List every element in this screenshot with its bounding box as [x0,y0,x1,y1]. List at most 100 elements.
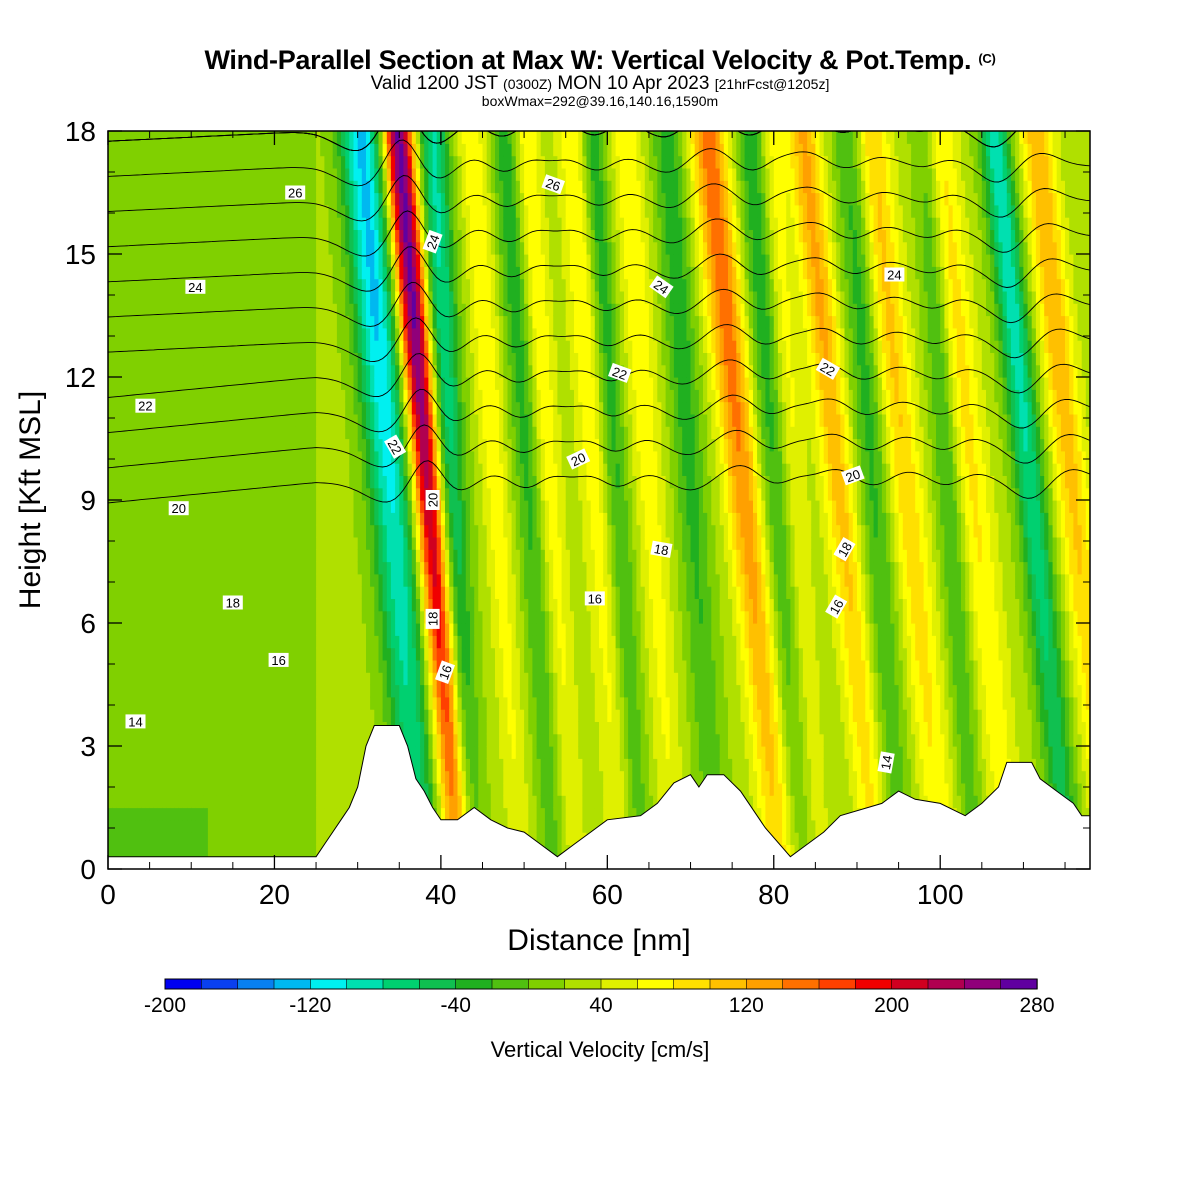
velocity-cell [262,684,267,698]
velocity-cell [108,180,113,194]
velocity-cell [174,327,180,341]
velocity-cell [241,450,246,464]
velocity-cell [332,303,338,317]
velocity-cell [399,610,405,624]
velocity-cell [266,770,271,784]
velocity-cell [178,413,184,427]
velocity-cell [440,192,446,206]
velocity-cell [128,475,134,489]
velocity-cell [187,635,192,649]
velocity-cell [407,487,413,501]
velocity-cell [320,413,325,427]
velocity-cell [199,180,205,194]
velocity-cell [178,647,184,661]
velocity-cell [228,709,234,722]
velocity-cell [137,192,142,206]
velocity-cell [133,352,138,366]
velocity-cell [133,819,138,833]
velocity-cell [262,536,267,550]
velocity-cell [366,217,371,230]
velocity-cell [133,438,138,452]
velocity-cell [311,561,317,575]
velocity-cell [311,524,317,538]
velocity-cell [291,303,296,317]
velocity-cell [257,844,263,858]
velocity-cell [445,696,450,710]
velocity-cell [420,746,425,759]
velocity-cell [411,192,417,206]
velocity-cell [332,684,338,698]
velocity-cell [266,586,271,599]
velocity-cell [311,450,317,464]
velocity-cell [153,438,159,452]
velocity-cell [395,266,400,280]
velocity-cell [262,167,267,181]
velocity-cell [257,340,263,353]
velocity-cell [432,524,438,538]
velocity-cell [307,623,313,636]
velocity-cell [166,844,172,858]
velocity-cell [195,647,201,661]
velocity-cell [162,426,167,440]
velocity-cell [378,204,384,218]
velocity-cell [432,463,438,476]
velocity-cell [195,180,201,194]
velocity-cell [137,131,142,144]
velocity-cell [324,832,330,845]
velocity-cell [182,512,188,526]
velocity-cell [399,709,405,722]
velocity-cell [108,229,113,243]
velocity-cell [303,180,309,194]
velocity-cell [424,389,429,403]
velocity-cell [253,709,259,722]
velocity-cell [207,413,213,427]
velocity-cell [386,377,392,390]
velocity-cell [207,807,213,821]
velocity-cell [307,819,313,833]
velocity-cell [424,377,429,390]
velocity-cell [436,426,442,440]
velocity-cell [120,610,126,624]
velocity-cell [328,684,334,698]
velocity-cell [415,340,421,353]
velocity-cell [411,254,417,267]
velocity-cell [128,377,134,390]
velocity-cell [241,659,246,673]
velocity-cell [361,647,367,661]
velocity-cell [345,303,350,317]
velocity-cell [332,217,338,230]
velocity-cell [282,721,288,735]
velocity-cell [378,340,384,353]
velocity-cell [257,278,263,292]
velocity-cell [432,315,438,329]
velocity-cell [424,684,429,698]
velocity-cell [420,352,425,366]
velocity-cell [212,487,217,501]
velocity-cell [357,180,363,194]
velocity-cell [424,413,429,427]
velocity-cell [112,807,117,821]
velocity-cell [324,266,330,280]
velocity-cell [420,254,425,267]
velocity-cell [170,315,176,329]
velocity-cell [178,672,184,686]
velocity-cell [282,401,288,415]
velocity-cell [212,364,217,378]
velocity-cell [295,598,300,612]
velocity-cell [199,512,205,526]
velocity-cell [241,315,246,329]
velocity-cell [428,721,434,735]
velocity-cell [120,303,126,317]
velocity-cell [274,536,280,550]
velocity-cell [328,266,334,280]
velocity-cell [341,192,346,206]
velocity-cell [449,389,454,403]
velocity-cell [374,266,380,280]
velocity-cell [432,573,438,587]
velocity-cell [336,352,342,366]
velocity-cell [349,401,355,415]
velocity-cell [224,167,230,181]
velocity-cell [228,217,234,230]
velocity-cell [178,389,184,403]
velocity-cell [203,758,209,772]
